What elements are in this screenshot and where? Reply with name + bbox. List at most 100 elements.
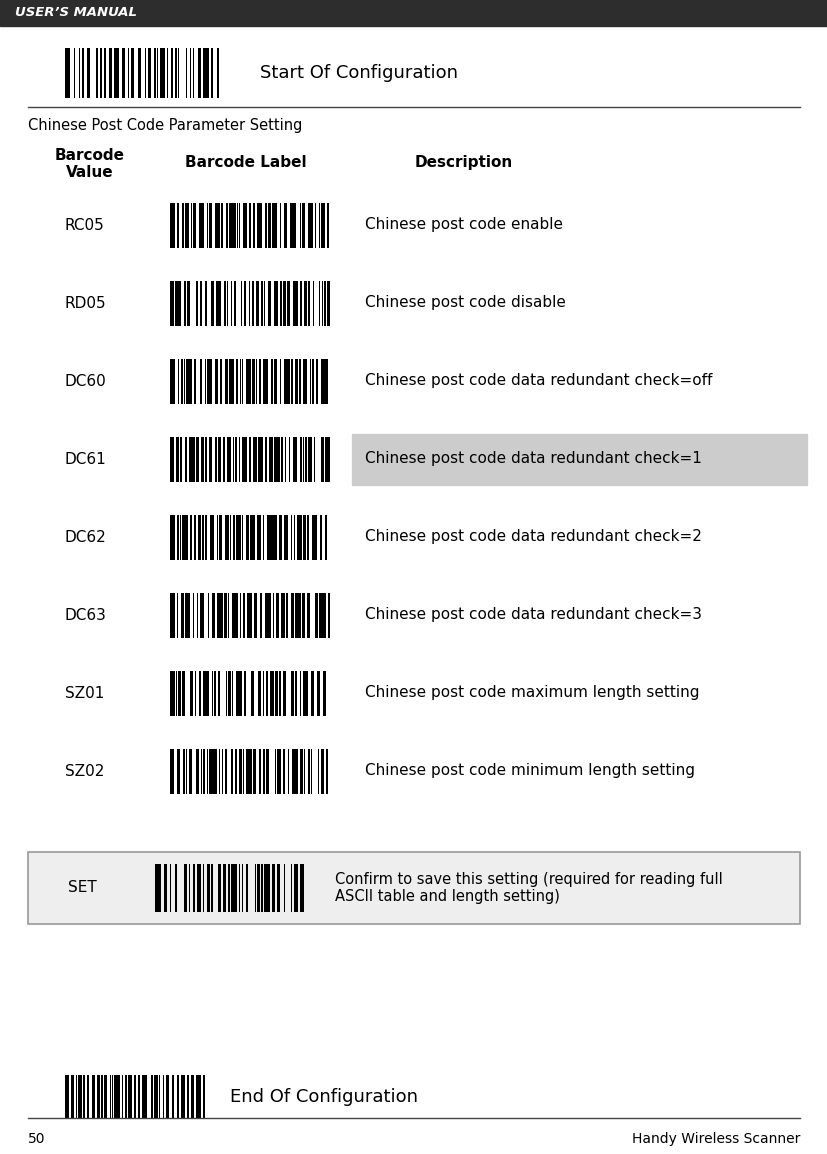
Text: Start Of Configuration: Start Of Configuration: [260, 63, 457, 82]
Bar: [182, 670, 184, 715]
Bar: [228, 670, 231, 715]
Bar: [320, 749, 323, 794]
Bar: [138, 1076, 141, 1119]
Text: Chinese post code data redundant check=3: Chinese post code data redundant check=3: [365, 607, 701, 622]
Bar: [211, 48, 213, 98]
Bar: [315, 359, 318, 404]
Bar: [299, 280, 302, 325]
Bar: [216, 280, 221, 325]
Bar: [215, 436, 217, 481]
Bar: [113, 48, 119, 98]
Bar: [170, 202, 174, 247]
Bar: [299, 670, 301, 715]
Bar: [266, 670, 267, 715]
Bar: [101, 1076, 103, 1119]
Bar: [270, 670, 274, 715]
Bar: [263, 670, 264, 715]
Bar: [137, 48, 141, 98]
Bar: [160, 48, 165, 98]
Text: SET: SET: [68, 881, 97, 896]
Text: USER’S MANUAL: USER’S MANUAL: [15, 7, 136, 20]
Bar: [246, 864, 247, 912]
Bar: [259, 359, 261, 404]
Bar: [208, 202, 212, 247]
Bar: [263, 515, 264, 560]
Bar: [249, 202, 251, 247]
Bar: [275, 670, 278, 715]
Bar: [261, 864, 263, 912]
Bar: [181, 1076, 184, 1119]
Bar: [324, 515, 327, 560]
Bar: [28, 852, 799, 924]
Bar: [170, 436, 174, 481]
Bar: [112, 1076, 113, 1119]
Bar: [225, 749, 227, 794]
Bar: [196, 1076, 201, 1119]
Text: RD05: RD05: [65, 295, 107, 310]
Bar: [231, 864, 237, 912]
Bar: [246, 359, 251, 404]
Bar: [109, 48, 112, 98]
Bar: [280, 436, 282, 481]
Bar: [189, 515, 192, 560]
Bar: [222, 864, 226, 912]
Bar: [207, 864, 209, 912]
Text: Chinese post code maximum length setting: Chinese post code maximum length setting: [365, 685, 699, 700]
Bar: [253, 749, 256, 794]
Bar: [194, 515, 196, 560]
Bar: [206, 749, 208, 794]
Bar: [290, 864, 291, 912]
Bar: [283, 864, 284, 912]
Bar: [207, 202, 208, 247]
Bar: [210, 280, 213, 325]
Bar: [275, 749, 276, 794]
Bar: [315, 592, 318, 637]
Bar: [177, 515, 179, 560]
Bar: [87, 1076, 89, 1119]
Bar: [170, 864, 171, 912]
Bar: [170, 359, 174, 404]
Bar: [84, 1076, 85, 1119]
Bar: [179, 436, 182, 481]
Bar: [265, 592, 270, 637]
Bar: [232, 592, 238, 637]
Bar: [199, 359, 201, 404]
Bar: [171, 1076, 174, 1119]
Text: Chinese post code disable: Chinese post code disable: [365, 295, 565, 310]
Bar: [215, 202, 219, 247]
Bar: [263, 280, 265, 325]
Bar: [313, 436, 315, 481]
Bar: [295, 359, 298, 404]
Bar: [184, 864, 187, 912]
Bar: [294, 592, 299, 637]
Bar: [264, 864, 270, 912]
Bar: [271, 359, 273, 404]
Bar: [292, 749, 298, 794]
Bar: [205, 436, 207, 481]
Text: SZ01: SZ01: [65, 685, 104, 700]
Bar: [308, 436, 312, 481]
Bar: [174, 864, 177, 912]
Bar: [198, 670, 201, 715]
Bar: [177, 592, 178, 637]
Bar: [226, 670, 227, 715]
Bar: [131, 48, 134, 98]
Bar: [265, 436, 267, 481]
Bar: [221, 202, 222, 247]
Bar: [317, 670, 320, 715]
Bar: [197, 864, 201, 912]
Bar: [147, 1076, 148, 1119]
Bar: [299, 202, 301, 247]
Bar: [148, 48, 151, 98]
Bar: [273, 515, 276, 560]
Bar: [203, 670, 209, 715]
Bar: [319, 592, 325, 637]
Bar: [232, 670, 233, 715]
Bar: [226, 202, 227, 247]
Bar: [283, 749, 284, 794]
Bar: [203, 864, 204, 912]
Bar: [170, 749, 174, 794]
Bar: [122, 48, 125, 98]
Bar: [304, 749, 305, 794]
Bar: [235, 436, 237, 481]
